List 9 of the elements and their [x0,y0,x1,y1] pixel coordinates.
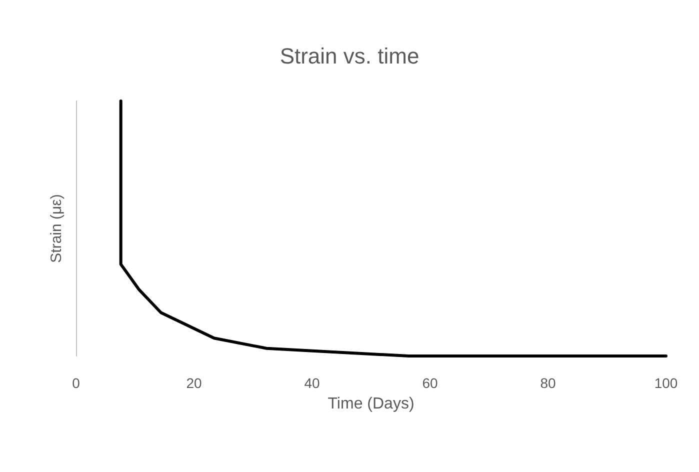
x-tick-label: 60 [422,375,438,391]
x-tick-label: 0 [72,375,80,391]
x-tick-label: 40 [304,375,320,391]
x-tick-label: 100 [654,375,678,391]
x-axis-title: Time (Days) [328,396,414,412]
x-tick-label: 20 [186,375,202,391]
y-axis-title: Strain (με) [48,194,65,263]
x-tick-label: 80 [540,375,556,391]
chart-title: Strain vs. time [280,44,420,68]
